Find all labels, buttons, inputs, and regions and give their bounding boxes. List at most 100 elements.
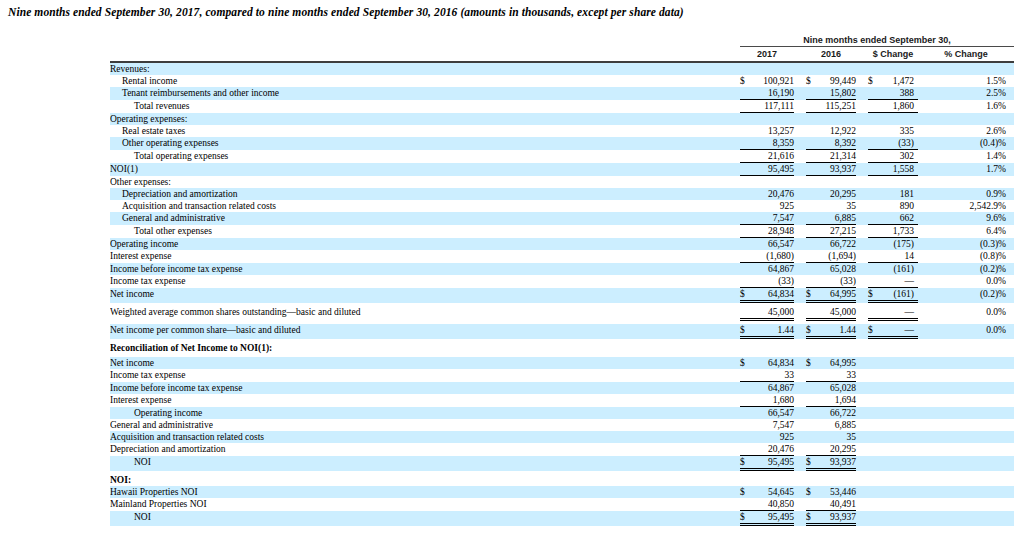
table-row: Other expenses: xyxy=(110,176,1014,188)
cell-pct-change: 2,542.9% xyxy=(918,200,1014,212)
cell-2017: 8,359 xyxy=(740,137,794,150)
cell-value: 66,547 xyxy=(768,239,794,249)
row-label: Mainland Properties NOI xyxy=(110,498,740,511)
cell-value: 6,885 xyxy=(835,213,856,223)
cell-value: (33) xyxy=(778,276,794,286)
table-row: Income tax expense(33)(33)—0.0% xyxy=(110,275,1014,288)
cell-dollar-change xyxy=(868,382,918,394)
row-label: Total other expenses xyxy=(110,225,740,238)
cell-2017: 13,257 xyxy=(740,125,794,137)
dollar-sign: $ xyxy=(868,325,873,335)
table-row: Income before income tax expense64,86765… xyxy=(110,263,1014,275)
dollar-sign: $ xyxy=(806,487,811,497)
cell-value: 64,867 xyxy=(768,383,794,393)
cell-value: 6,885 xyxy=(835,420,856,430)
cell-value: 7,547 xyxy=(773,213,794,223)
cell-value: 64,995 xyxy=(830,358,856,368)
group-header: Nine months ended September 30, xyxy=(740,35,1014,47)
cell-dollar-change: $(161) xyxy=(868,288,918,303)
cell-2016: 40,491 xyxy=(806,498,856,511)
cell-2016: 27,215 xyxy=(806,225,856,238)
cell-value: 40,850 xyxy=(768,499,794,509)
table-row: General and administrative7,5476,8856629… xyxy=(110,212,1014,225)
cell-value: 12,922 xyxy=(830,126,856,136)
table-row: Net income$64,834$64,995 xyxy=(110,357,1014,369)
cell-2016: 66,722 xyxy=(806,407,856,419)
cell-value: 65,028 xyxy=(830,383,856,393)
cell-pct-change: 0.0% xyxy=(918,306,1014,321)
cell-value: 64,834 xyxy=(768,358,794,368)
table-row: Operating income66,54766,722 xyxy=(110,407,1014,419)
cell-dollar-change xyxy=(868,498,918,511)
cell-pct-change: (0.3)% xyxy=(918,238,1014,250)
row-label: Total revenues xyxy=(110,100,740,113)
cell-pct-change: (0.8)% xyxy=(918,250,1014,263)
cell-value: 100,921 xyxy=(763,76,794,86)
cell-pct-change xyxy=(918,498,1014,511)
dollar-sign: $ xyxy=(806,512,811,522)
cell-value: 1,733 xyxy=(893,226,918,236)
row-label: Rental income xyxy=(110,75,740,87)
cell-value: (1,680) xyxy=(766,251,794,261)
cell-pct-change xyxy=(918,394,1014,407)
row-label: Depreciation and amortization xyxy=(110,188,740,200)
table-row: Acquisition and transaction related cost… xyxy=(110,200,1014,212)
table-body: Revenues:Rental income$100,921$99,449$1,… xyxy=(110,63,1014,526)
cell-dollar-change: 302 xyxy=(868,150,918,163)
table-header: Nine months ended September 30, 2017 201… xyxy=(110,35,1014,63)
row-label: Real estate taxes xyxy=(110,125,740,137)
cell-value: 64,834 xyxy=(768,289,794,299)
cell-value: 2.5% xyxy=(986,88,1006,98)
row-label: Net income xyxy=(110,288,740,303)
cell-dollar-change: 1,558 xyxy=(868,163,918,176)
cell-2016: 35 xyxy=(806,200,856,212)
cell-2016: (1,694) xyxy=(806,250,856,263)
table-row: NOI(1)95,49593,9371,5581.7% xyxy=(110,163,1014,176)
cell-value: (1,694) xyxy=(828,251,856,261)
cell-value: — xyxy=(905,276,919,286)
row-label: General and administrative xyxy=(110,419,740,431)
row-label: Income tax expense xyxy=(110,275,740,288)
dollar-sign: $ xyxy=(806,289,811,299)
cell-2016: $53,446 xyxy=(806,486,856,498)
cell-value: 6.4% xyxy=(986,226,1006,236)
cell-pct-change: 9.6% xyxy=(918,212,1014,225)
cell-pct-change: 0.0% xyxy=(918,324,1014,339)
cell-2016: 1,694 xyxy=(806,394,856,407)
table-row: Income tax expense3333 xyxy=(110,369,1014,382)
cell-value: 0.9% xyxy=(986,189,1006,199)
cell-value: 16,190 xyxy=(768,88,794,98)
cell-value: 53,446 xyxy=(830,487,856,497)
cell-value: 45,000 xyxy=(768,307,794,317)
row-label: Weighted average common shares outstandi… xyxy=(110,306,740,321)
cell-dollar-change xyxy=(868,369,918,382)
table-row: Acquisition and transaction related cost… xyxy=(110,431,1014,443)
row-label: Other operating expenses xyxy=(110,137,740,150)
cell-2016: 15,802 xyxy=(806,87,856,100)
cell-pct-change: 6.4% xyxy=(918,225,1014,238)
cell-value: 66,722 xyxy=(830,239,856,249)
table-row: Total operating expenses21,61621,3143021… xyxy=(110,150,1014,163)
cell-2016: $64,995 xyxy=(806,357,856,369)
dollar-sign: $ xyxy=(806,358,811,368)
table-row: Reconciliation of Net Income to NOI(1): xyxy=(110,342,1014,354)
cell-2016: 6,885 xyxy=(806,419,856,431)
cell-pct-change xyxy=(918,486,1014,498)
cell-value: 1.44 xyxy=(839,325,856,335)
cell-pct-change: 0.9% xyxy=(918,188,1014,200)
row-label: Income before income tax expense xyxy=(110,263,740,275)
cell-2017: 7,547 xyxy=(740,419,794,431)
cell-pct-change xyxy=(918,431,1014,443)
table-row: Tenant reimbursements and other income16… xyxy=(110,87,1014,100)
row-label: NOI(1) xyxy=(110,163,740,176)
cell-2016: $93,937 xyxy=(806,511,856,526)
cell-value: 95,495 xyxy=(768,457,794,467)
cell-value: 890 xyxy=(900,201,918,211)
cell-value: 21,314 xyxy=(830,151,856,161)
cell-value: 33 xyxy=(785,370,795,380)
cell-value: 54,645 xyxy=(768,487,794,497)
row-label: Reconciliation of Net Income to NOI(1): xyxy=(110,342,740,354)
cell-pct-change: 2.6% xyxy=(918,125,1014,137)
table-row: NOI$95,495$93,937 xyxy=(110,511,1014,526)
cell-dollar-change: 388 xyxy=(868,87,918,100)
